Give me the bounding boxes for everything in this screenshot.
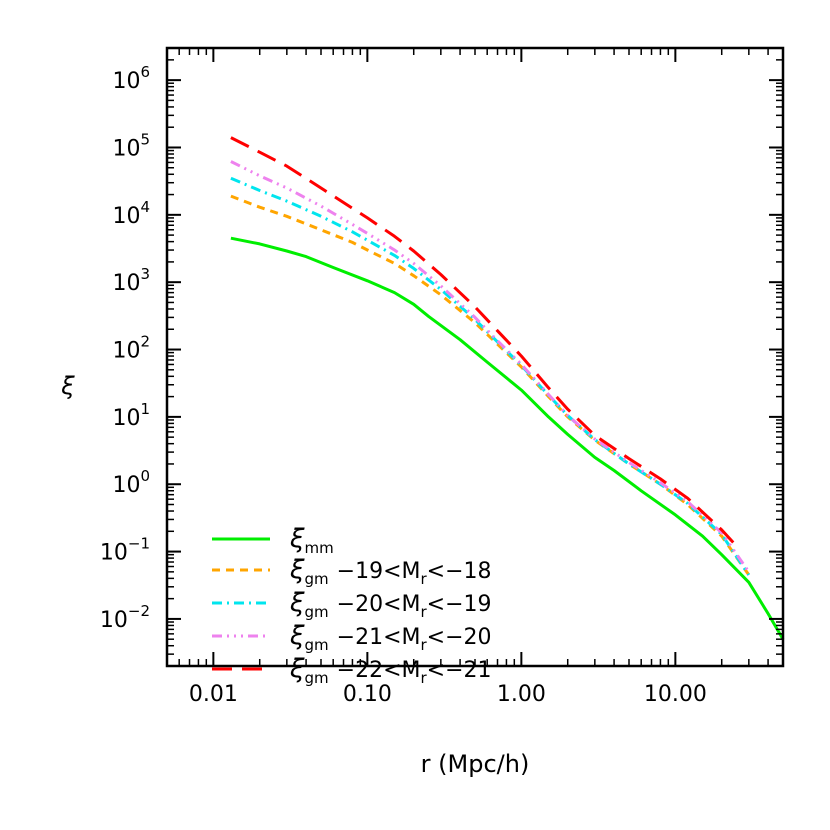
labels-layer: r (Mpc/h) ξ [60, 372, 529, 778]
x-axis-label: r (Mpc/h) [421, 750, 530, 778]
legend-label-4: ξgm −21<Mr<−20 [289, 621, 492, 654]
x-tick-label: 10.00 [644, 682, 707, 707]
y-tick-label: 10−1 [100, 535, 150, 566]
y-axis-label: ξ [60, 372, 75, 400]
series-line-5 [230, 136, 738, 548]
y-tick-label: 10−2 [100, 602, 150, 633]
plot-frame [165, 46, 785, 668]
legend-label-1: ξmm [289, 524, 334, 557]
x-tick-label: 0.10 [343, 682, 392, 707]
series-line-3 [230, 176, 751, 576]
legend-label-2: ξgm −19<Mr<−18 [289, 555, 492, 588]
series-line-1 [230, 236, 785, 640]
y-tick-label: 100 [112, 467, 150, 498]
series-line-2 [230, 194, 751, 576]
legend-label-3: ξgm −20<Mr<−19 [289, 588, 492, 621]
y-tick-label: 101 [112, 400, 150, 431]
legend-label-5: ξgm −22<Mr<−21 [289, 654, 492, 687]
y-tick-label: 105 [112, 130, 150, 161]
x-tick-label: 0.01 [189, 682, 238, 707]
series-line-4 [230, 160, 751, 573]
y-tick-label: 102 [112, 333, 150, 364]
y-tick-label: 104 [112, 198, 150, 229]
y-tick-label: 106 [112, 63, 150, 94]
y-tick-label: 103 [112, 265, 150, 296]
series-layer [230, 136, 785, 640]
x-tick-label: 1.00 [497, 682, 546, 707]
